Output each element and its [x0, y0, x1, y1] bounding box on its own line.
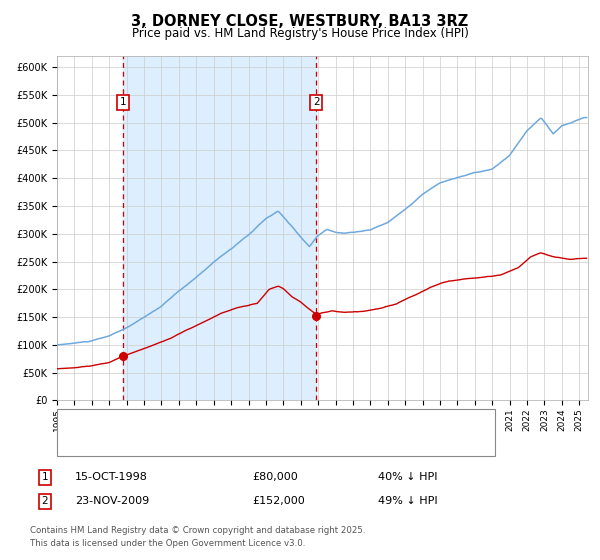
- Text: 3, DORNEY CLOSE, WESTBURY, BA13 3RZ (detached house): 3, DORNEY CLOSE, WESTBURY, BA13 3RZ (det…: [90, 417, 388, 427]
- Bar: [123, 56, 316, 400]
- Text: £80,000: £80,000: [252, 472, 298, 482]
- Text: £152,000: £152,000: [252, 496, 305, 506]
- Text: HPI: Average price, detached house, Wiltshire: HPI: Average price, detached house, Wilt…: [90, 440, 318, 450]
- Text: Contains HM Land Registry data © Crown copyright and database right 2025.: Contains HM Land Registry data © Crown c…: [30, 526, 365, 535]
- Text: 1: 1: [41, 472, 49, 482]
- Text: 2: 2: [313, 97, 320, 108]
- Text: This data is licensed under the Open Government Licence v3.0.: This data is licensed under the Open Gov…: [30, 539, 305, 548]
- Text: 1: 1: [119, 97, 126, 108]
- Text: 23-NOV-2009: 23-NOV-2009: [75, 496, 149, 506]
- Text: 15-OCT-1998: 15-OCT-1998: [75, 472, 148, 482]
- Text: 49% ↓ HPI: 49% ↓ HPI: [378, 496, 437, 506]
- Text: 3, DORNEY CLOSE, WESTBURY, BA13 3RZ: 3, DORNEY CLOSE, WESTBURY, BA13 3RZ: [131, 14, 469, 29]
- Text: ——: ——: [64, 416, 89, 428]
- Text: Price paid vs. HM Land Registry's House Price Index (HPI): Price paid vs. HM Land Registry's House …: [131, 27, 469, 40]
- Text: 2: 2: [41, 496, 49, 506]
- Text: 40% ↓ HPI: 40% ↓ HPI: [378, 472, 437, 482]
- Text: ——: ——: [64, 438, 89, 451]
